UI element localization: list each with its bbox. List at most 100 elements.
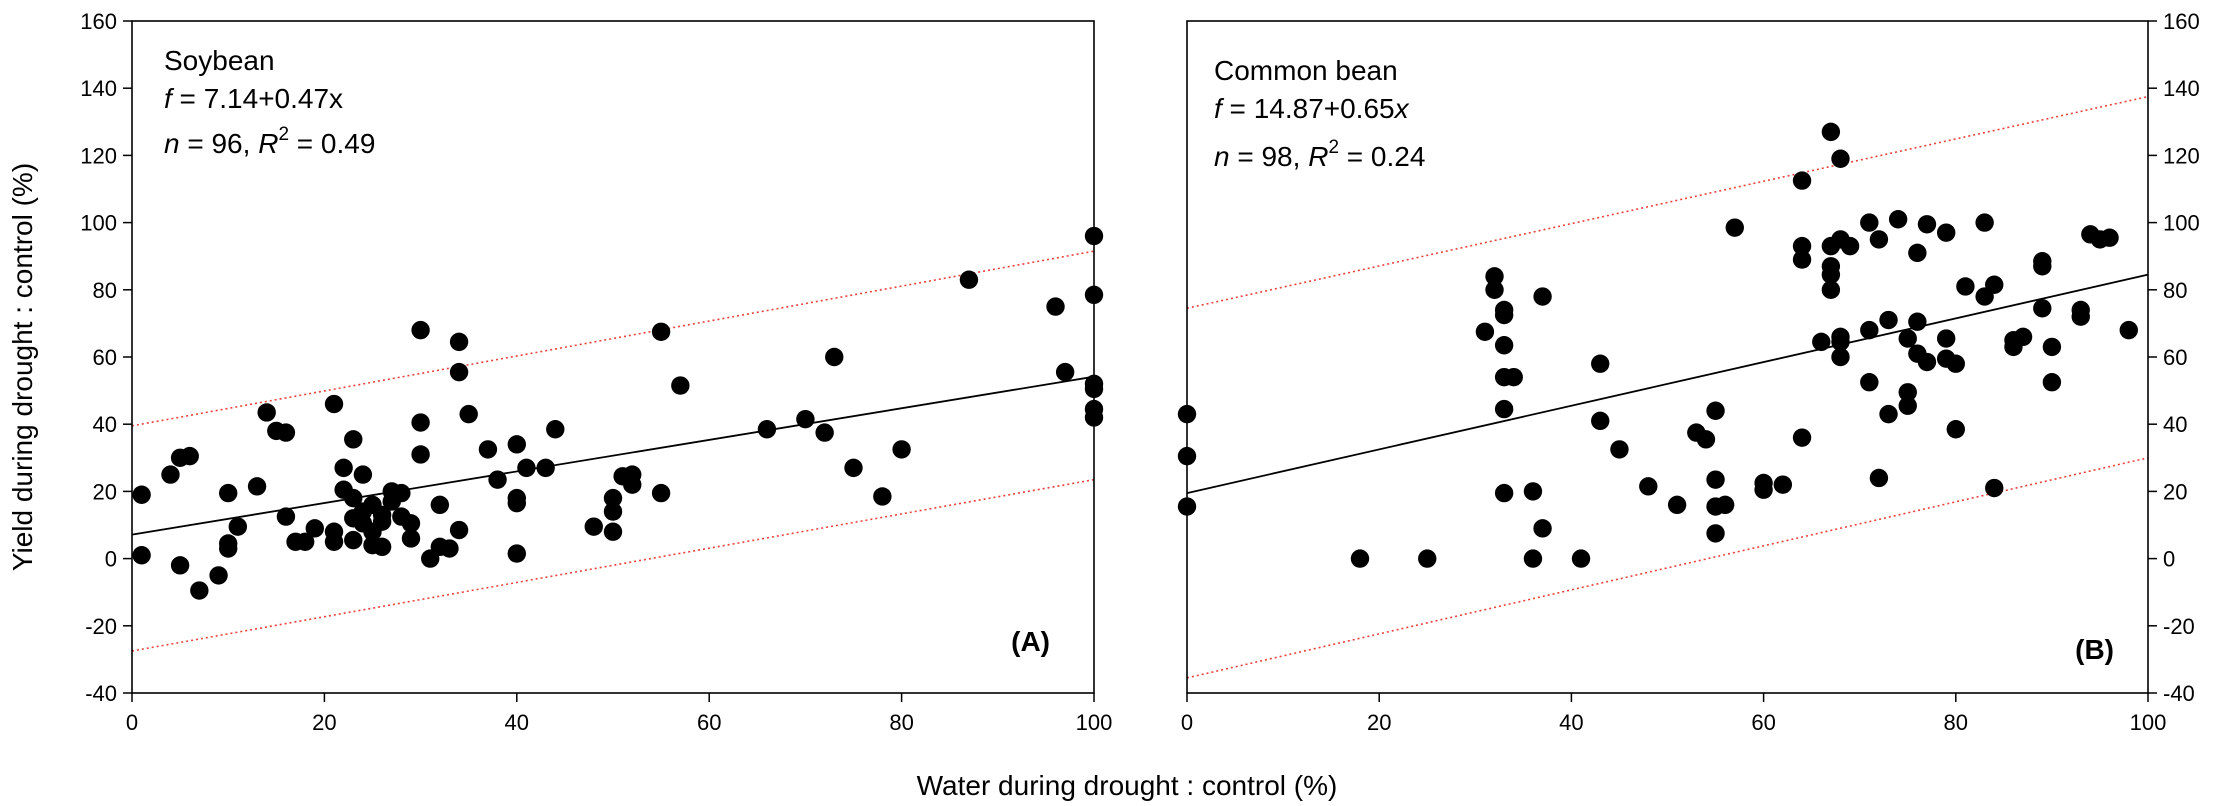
data-point xyxy=(2042,373,2062,392)
data-point xyxy=(1860,213,1879,232)
data-point xyxy=(1475,322,1495,341)
data-point xyxy=(411,320,430,340)
prediction-band-lower xyxy=(1186,457,2149,679)
y-tick-label: 80 xyxy=(2163,278,2187,303)
data-point xyxy=(372,505,392,525)
data-points xyxy=(1177,122,2138,568)
x-tick-label: 40 xyxy=(505,710,529,735)
n-symbol: n xyxy=(1214,141,1230,172)
data-point xyxy=(1956,277,1975,296)
data-point xyxy=(1869,468,1889,488)
data-point xyxy=(1046,297,1065,316)
data-point xyxy=(1754,480,1773,499)
data-point xyxy=(546,420,565,439)
y-tick-label: 120 xyxy=(2163,143,2200,168)
data-point xyxy=(1985,478,2004,498)
data-point xyxy=(430,495,450,515)
data-point xyxy=(584,517,603,536)
data-point xyxy=(1860,373,1879,392)
data-point xyxy=(324,394,344,414)
r-value: = 0.24 xyxy=(1339,141,1425,172)
data-point xyxy=(353,465,373,484)
data-point xyxy=(1860,320,1879,340)
data-point xyxy=(1946,420,1966,439)
data-point xyxy=(507,544,526,563)
data-point xyxy=(2033,299,2052,318)
data-point xyxy=(1523,549,1543,568)
regression-line-group xyxy=(131,375,1095,536)
prediction-band-lines xyxy=(1186,95,2149,679)
data-point xyxy=(1667,495,1687,515)
equation-line: f = 7.14+0.47x xyxy=(164,83,343,114)
regression-line xyxy=(1186,273,2149,494)
data-point xyxy=(459,404,478,424)
data-point xyxy=(1908,243,1927,263)
data-point xyxy=(1485,280,1504,299)
data-point xyxy=(1898,396,1917,415)
data-point xyxy=(507,435,526,454)
data-point xyxy=(1706,401,1725,420)
equation-line: f = 14.87+0.65x xyxy=(1214,93,1410,124)
data-point xyxy=(1917,352,1937,372)
equation-body: = 7.14+0.47x xyxy=(172,83,343,114)
y-tick-label: 40 xyxy=(2163,412,2187,437)
y-tick-label: 0 xyxy=(105,547,117,572)
x-tick-label: 20 xyxy=(1367,710,1391,735)
data-point xyxy=(1879,404,1898,424)
data-point xyxy=(180,446,199,466)
data-point xyxy=(1812,332,1831,352)
data-point xyxy=(209,566,228,585)
data-point xyxy=(257,403,276,422)
f-symbol: f xyxy=(1214,93,1225,124)
data-point xyxy=(623,475,642,494)
data-point xyxy=(651,483,671,503)
n-value: = 98, xyxy=(1230,141,1309,172)
data-point xyxy=(228,517,248,536)
data-point xyxy=(440,539,459,558)
panel-a-soybean: 0 20 40 60 80 100 -40 -20 0 20 40 60 80 100 120 140 160… xyxy=(80,9,1112,735)
stats-line: n = 98, R2 = 0.24 xyxy=(1214,137,1425,172)
data-point xyxy=(892,440,911,459)
data-point xyxy=(2119,320,2138,340)
data-point xyxy=(132,546,151,565)
data-point xyxy=(449,362,469,382)
y-tick-label: 140 xyxy=(2163,76,2200,101)
data-point xyxy=(1725,218,1744,237)
f-symbol: f xyxy=(164,83,175,114)
data-point xyxy=(603,488,623,508)
data-point xyxy=(796,409,815,429)
data-point xyxy=(603,502,623,521)
data-points xyxy=(132,226,1104,600)
data-point xyxy=(344,488,363,508)
data-point xyxy=(1706,524,1725,543)
y-tick-label: 0 xyxy=(2163,547,2175,572)
y-tick-label: -20 xyxy=(2163,614,2195,639)
y-axis-title: Yield during drought : control (%) xyxy=(7,163,38,571)
data-point xyxy=(1898,383,1917,402)
y-ticks: -40 -20 0 20 40 60 80 100 120 140 160 xyxy=(2148,9,2200,706)
data-point xyxy=(1821,122,1841,142)
data-point xyxy=(844,458,863,478)
x-symbol: x xyxy=(1393,93,1410,124)
y-tick-label: 120 xyxy=(80,143,117,168)
data-point xyxy=(815,423,834,442)
data-point xyxy=(1840,236,1860,256)
data-point xyxy=(324,532,344,551)
panel-title: Soybean xyxy=(164,45,275,76)
data-point xyxy=(161,465,180,484)
x-ticks: 0 20 40 60 80 100 xyxy=(1181,693,2166,735)
y-tick-label: 20 xyxy=(2163,479,2187,504)
data-point xyxy=(1831,332,1850,352)
data-point xyxy=(1821,280,1841,299)
data-point xyxy=(344,530,363,550)
data-point xyxy=(411,413,430,432)
data-point xyxy=(1610,440,1629,459)
data-point xyxy=(1494,305,1514,325)
data-point xyxy=(651,322,671,341)
data-point xyxy=(2033,257,2052,276)
x-tick-label: 60 xyxy=(1751,710,1775,735)
data-point xyxy=(603,522,623,541)
data-point xyxy=(1792,236,1812,256)
x-ticks: 0 20 40 60 80 100 xyxy=(126,693,1112,735)
data-point xyxy=(276,507,296,526)
